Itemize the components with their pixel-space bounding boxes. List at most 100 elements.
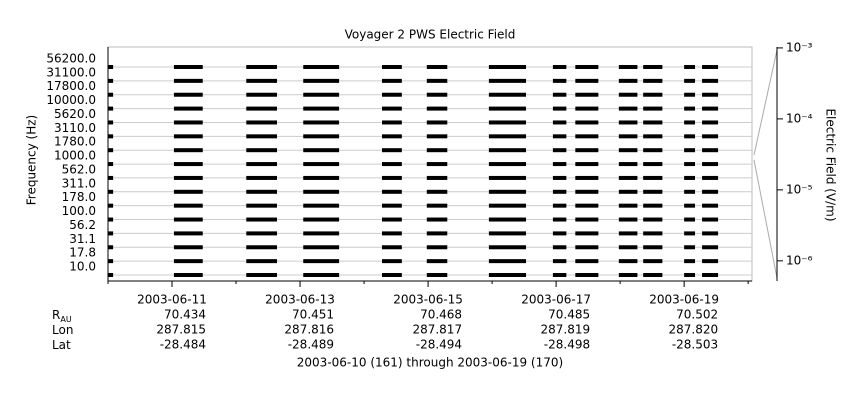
data-segment xyxy=(643,65,663,69)
ephemeris-value: 70.502 xyxy=(676,308,718,322)
data-segment xyxy=(381,203,402,208)
data-segment xyxy=(303,189,340,194)
data-segment xyxy=(684,231,696,236)
data-segment xyxy=(381,120,402,125)
data-segment xyxy=(303,273,340,277)
data-segment xyxy=(108,175,114,180)
data-segment xyxy=(303,120,340,125)
data-segment xyxy=(303,134,340,139)
data-segment xyxy=(488,92,527,97)
y2-tick-label: 10⁻⁵ xyxy=(786,182,813,196)
data-segment xyxy=(173,106,203,111)
ephemeris-label: RAU xyxy=(52,308,72,324)
ephemeris-value: -28.489 xyxy=(288,338,334,352)
data-segment xyxy=(552,120,567,125)
ephemeris-value: 287.820 xyxy=(669,323,719,337)
ephemeris-value: 287.819 xyxy=(540,323,590,337)
data-segment xyxy=(426,162,448,167)
data-segment xyxy=(173,189,203,194)
data-segment xyxy=(575,231,599,236)
y-tick-label: 31100.0 xyxy=(46,65,96,79)
data-segment xyxy=(575,148,599,153)
data-segment xyxy=(488,203,527,208)
ephemeris-label: Lat xyxy=(52,338,71,352)
ephemeris-value: -28.498 xyxy=(544,338,590,352)
data-segment xyxy=(173,273,203,277)
ephemeris-value: 70.451 xyxy=(292,308,334,322)
data-segment xyxy=(173,78,203,83)
data-segment xyxy=(552,245,567,250)
data-segment xyxy=(426,65,448,69)
data-segment xyxy=(246,217,278,222)
data-segment xyxy=(618,65,638,69)
data-segment xyxy=(684,203,696,208)
data-segment xyxy=(488,106,527,111)
data-segment xyxy=(575,65,599,69)
data-segment xyxy=(488,245,527,250)
data-segment xyxy=(303,148,340,153)
data-segment xyxy=(108,273,114,277)
data-segment xyxy=(246,273,278,277)
ephemeris-value: -28.494 xyxy=(416,338,462,352)
data-segment xyxy=(702,106,719,111)
data-segment xyxy=(575,92,599,97)
data-segment xyxy=(381,92,402,97)
data-segment xyxy=(246,134,278,139)
data-segment xyxy=(575,134,599,139)
ephemeris-value: 70.468 xyxy=(420,308,462,322)
data-segment xyxy=(684,134,696,139)
ephemeris-label-text: Lat xyxy=(52,338,71,352)
data-segment xyxy=(575,203,599,208)
data-segment xyxy=(426,203,448,208)
data-segment xyxy=(575,245,599,250)
ephemeris-value: -28.484 xyxy=(160,338,206,352)
data-segment xyxy=(552,175,567,180)
data-segment xyxy=(702,120,719,125)
data-segment xyxy=(108,120,114,125)
y-tick-label: 56.2 xyxy=(69,218,96,232)
data-segment xyxy=(552,106,567,111)
data-segment xyxy=(552,259,567,264)
data-segment xyxy=(702,162,719,167)
data-segment xyxy=(618,92,638,97)
data-segment xyxy=(108,203,114,208)
data-segment xyxy=(246,231,278,236)
y2-tick-label: 10⁻⁴ xyxy=(786,111,813,125)
data-segment xyxy=(173,203,203,208)
data-segment xyxy=(643,175,663,180)
data-segment xyxy=(643,203,663,208)
data-segment xyxy=(684,148,696,153)
data-segment xyxy=(684,92,696,97)
ephemeris-value: 287.815 xyxy=(156,323,206,337)
data-segment xyxy=(684,65,696,69)
data-segment xyxy=(643,92,663,97)
y-tick-label: 17800.0 xyxy=(46,79,96,93)
data-segment xyxy=(575,175,599,180)
data-segment xyxy=(618,245,638,250)
data-segment xyxy=(108,189,114,194)
data-segment xyxy=(173,245,203,250)
data-segment xyxy=(488,189,527,194)
data-segment xyxy=(108,78,114,83)
y-tick-label: 10000.0 xyxy=(46,93,96,107)
data-segment xyxy=(173,65,203,69)
data-segment xyxy=(246,259,278,264)
data-segment xyxy=(303,78,340,83)
data-segment xyxy=(303,259,340,264)
data-segment xyxy=(552,148,567,153)
data-segment xyxy=(381,65,402,69)
data-segment xyxy=(246,148,278,153)
data-segment xyxy=(426,231,448,236)
data-segment xyxy=(246,65,278,69)
y-tick-label: 3110.0 xyxy=(54,121,96,135)
y-tick-label: 311.0 xyxy=(62,176,96,190)
data-segment xyxy=(618,134,638,139)
y-tick-label: 1000.0 xyxy=(54,149,96,163)
data-segment xyxy=(684,175,696,180)
data-segment xyxy=(702,65,719,69)
data-segment xyxy=(575,106,599,111)
data-segment xyxy=(381,175,402,180)
data-segment xyxy=(381,259,402,264)
data-segment xyxy=(108,259,114,264)
